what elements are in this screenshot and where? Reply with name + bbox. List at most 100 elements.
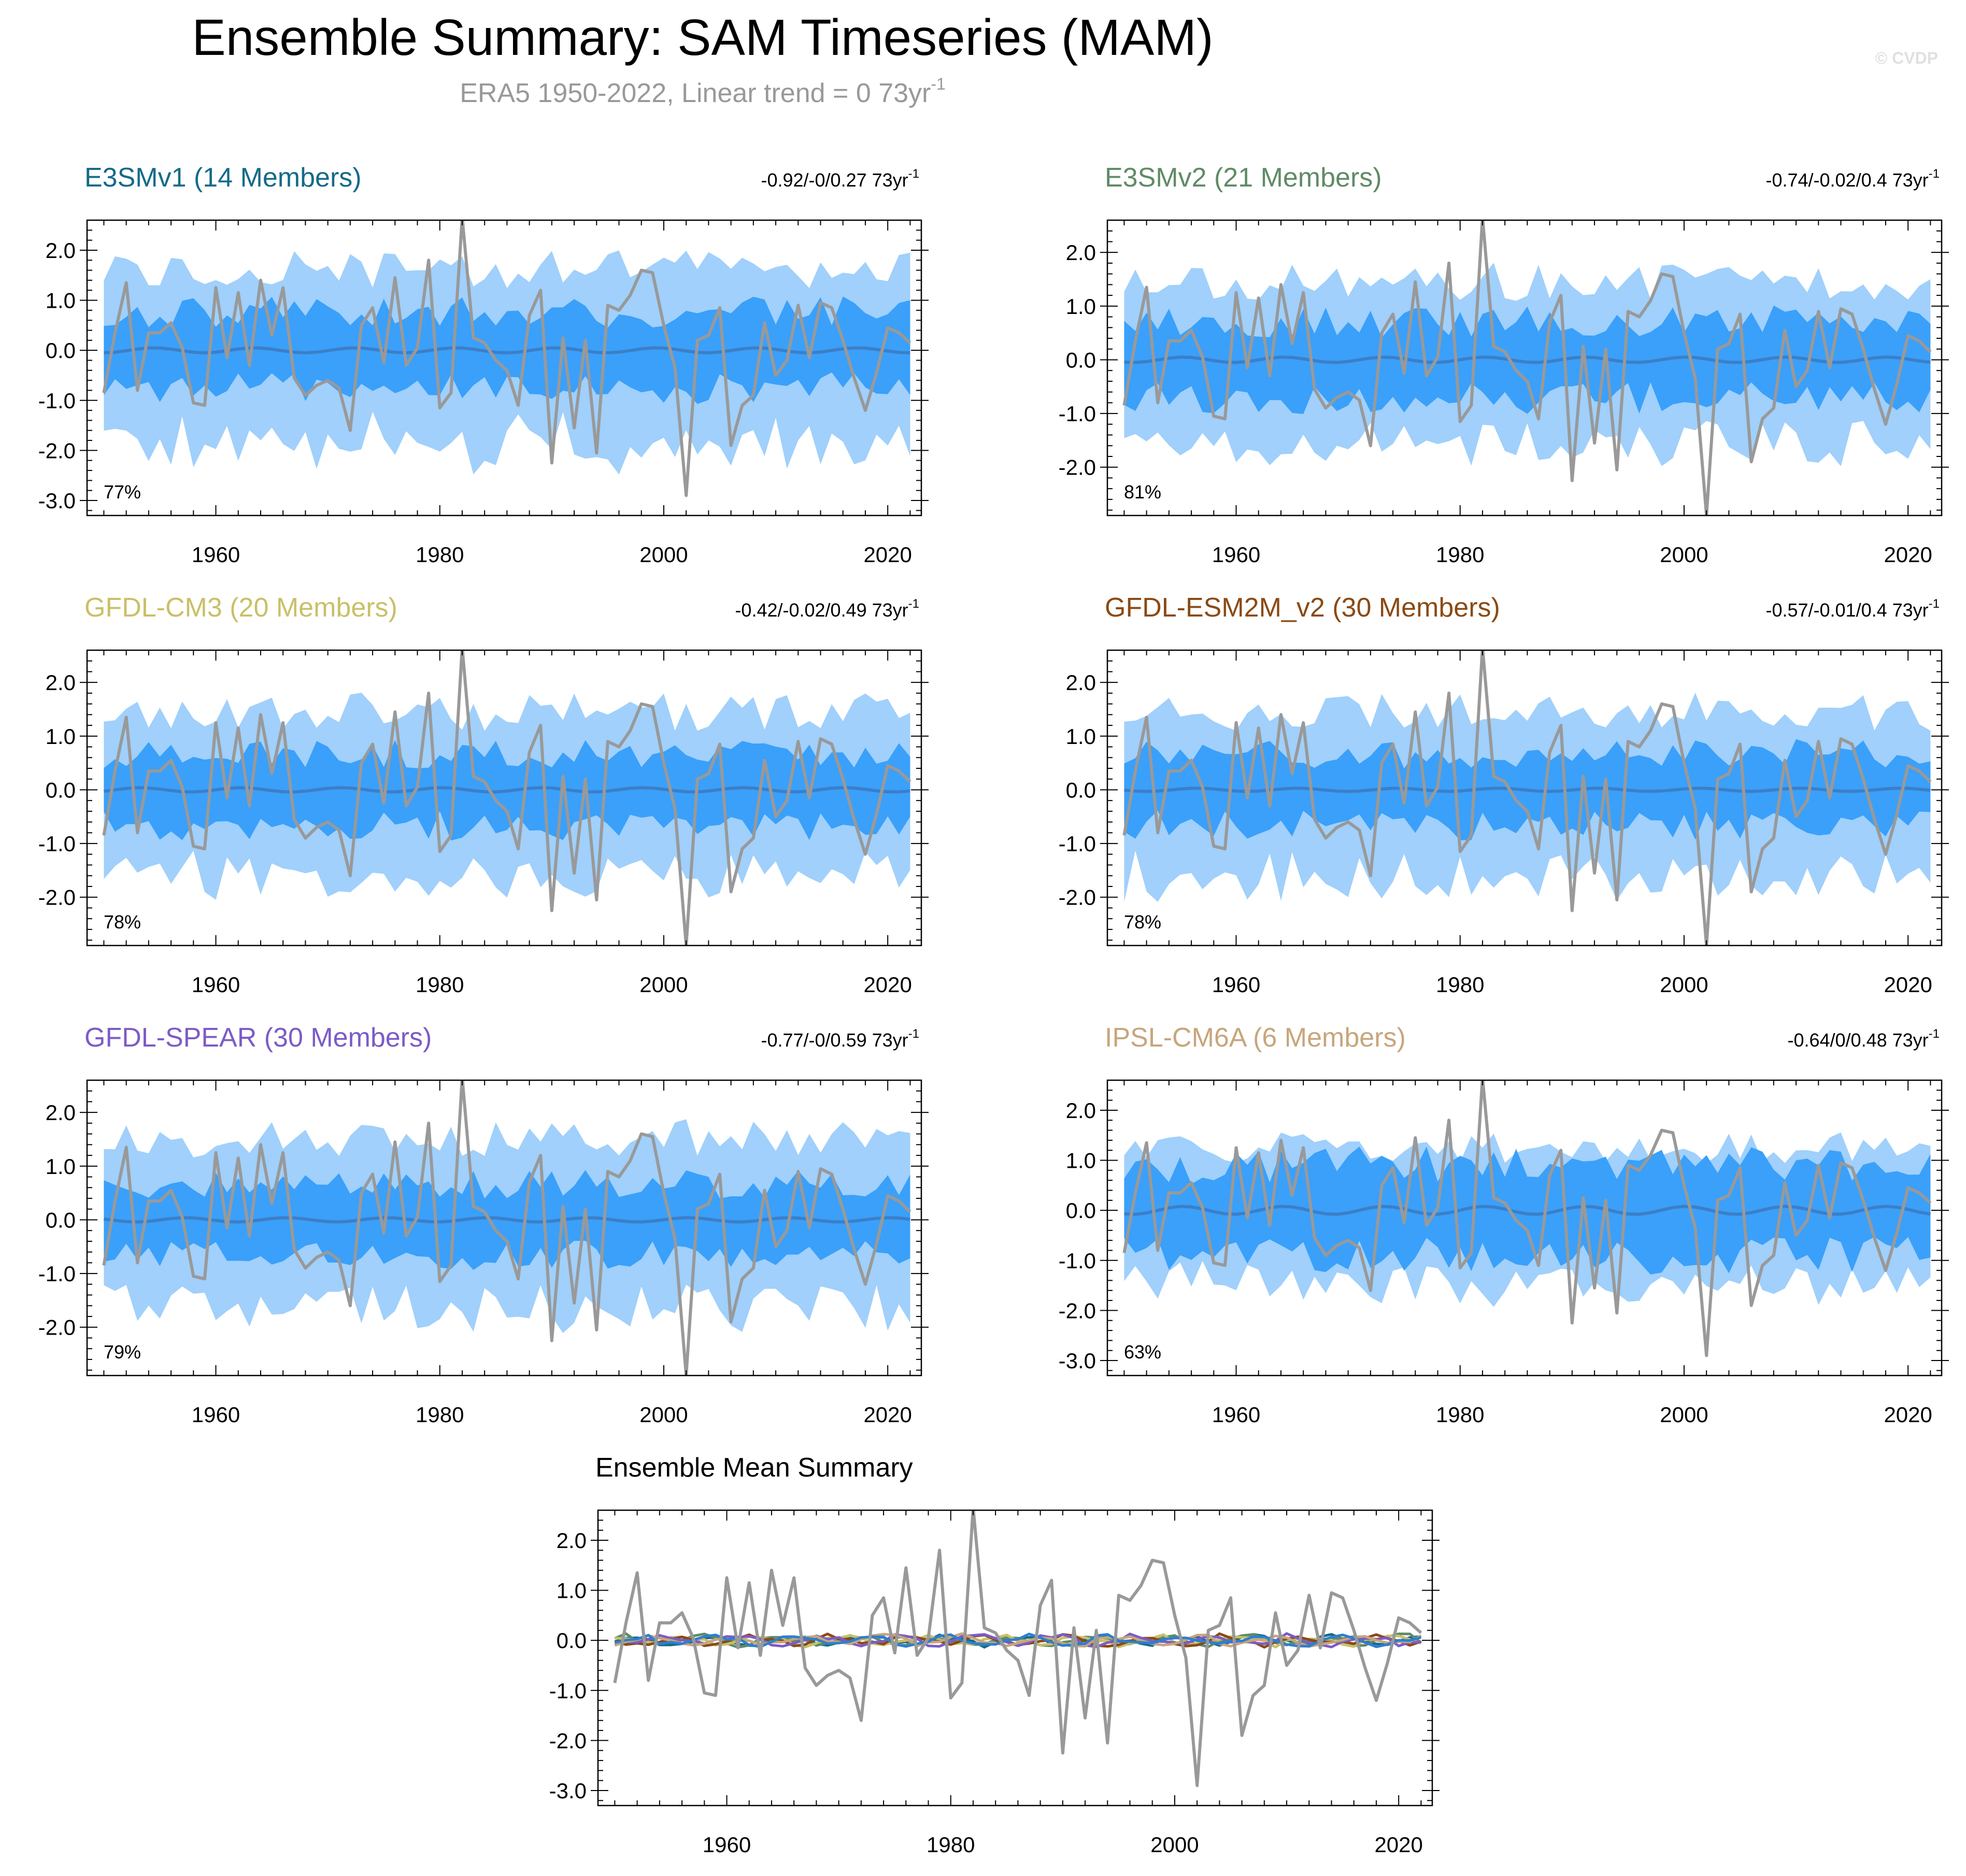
plot-frame bbox=[86, 219, 922, 517]
figure-subtitle-sup: -1 bbox=[931, 75, 945, 93]
cvdp-watermark: © CVDP bbox=[1875, 49, 1938, 67]
plot-area bbox=[1122, 1080, 1932, 1357]
trend-range-main: -0.64/0/0.48 73yr bbox=[1787, 1029, 1928, 1051]
percent-label: 77% bbox=[104, 481, 141, 503]
figure-subtitle: ERA5 1950-2022, Linear trend = 0 73yr-1 bbox=[460, 75, 946, 108]
plot-frame bbox=[1106, 649, 1943, 947]
panel-ipsl-cm6a: IPSL-CM6A (6 Members) -0.64/0/0.48 73yr-1… bbox=[1059, 1023, 1949, 1427]
y-tick-label: -1.0 bbox=[38, 389, 76, 413]
y-tick-label: 0.0 bbox=[46, 338, 76, 363]
x-tick-label: 1960 bbox=[1212, 542, 1260, 567]
plot-area bbox=[102, 220, 911, 497]
y-tick-label: 2.0 bbox=[46, 238, 76, 263]
trend-range-sup: -1 bbox=[908, 597, 919, 611]
plot-area bbox=[102, 1080, 911, 1376]
x-tick-label: 1960 bbox=[192, 542, 240, 567]
x-tick-label: 1980 bbox=[927, 1832, 975, 1857]
y-tick-label: 0.0 bbox=[1066, 348, 1096, 372]
panel-title: E3SMv2 (21 Members) bbox=[1105, 163, 1382, 193]
x-tick-label: 2000 bbox=[639, 542, 688, 567]
x-tick-label: 1960 bbox=[192, 1402, 240, 1427]
x-tick-label: 1980 bbox=[1436, 542, 1484, 567]
trend-range-sup: -1 bbox=[1929, 1027, 1940, 1041]
y-tick-label: -3.0 bbox=[1059, 1349, 1096, 1373]
trend-range-label: -0.42/-0.02/0.49 73yr-1 bbox=[735, 597, 919, 621]
ensemble-mean-line bbox=[1124, 786, 1931, 793]
x-tick-label: 1980 bbox=[416, 542, 464, 567]
y-tick-label: 1.0 bbox=[46, 1154, 76, 1179]
observed-line bbox=[1122, 220, 1932, 515]
plot-area bbox=[1122, 650, 1932, 946]
panel-title: E3SMv1 (14 Members) bbox=[84, 163, 362, 193]
x-tick-label: 2000 bbox=[639, 972, 688, 997]
y-tick-label: -1.0 bbox=[38, 1262, 76, 1286]
y-tick-label: 2.0 bbox=[1066, 1098, 1096, 1123]
trend-range-main: -0.74/-0.02/0.4 73yr bbox=[1765, 169, 1928, 191]
y-tick-label: 0.0 bbox=[1066, 778, 1096, 802]
plot-frame bbox=[1106, 219, 1943, 517]
figure-subtitle-main: ERA5 1950-2022, Linear trend = 0 73yr bbox=[460, 78, 931, 108]
x-tick-label: 1980 bbox=[1436, 972, 1484, 997]
y-tick-label: -3.0 bbox=[549, 1779, 587, 1803]
y-tick-label: 0.0 bbox=[46, 778, 76, 802]
band-inner bbox=[1124, 1147, 1931, 1275]
plot-area bbox=[613, 1510, 1422, 1787]
x-tick-label: 2000 bbox=[639, 1402, 688, 1427]
x-tick-label: 2000 bbox=[1660, 972, 1708, 997]
y-tick-label: 2.0 bbox=[1066, 670, 1096, 695]
percent-label: 63% bbox=[1124, 1341, 1161, 1363]
y-tick-label: -1.0 bbox=[1059, 832, 1096, 856]
panel-e3smv1: E3SMv1 (14 Members) -0.92/-0/0.27 73yr-1 7… bbox=[38, 163, 929, 567]
y-tick-label: 2.0 bbox=[1066, 240, 1096, 265]
trend-range-main: -0.92/-0/0.27 73yr bbox=[761, 169, 908, 191]
ensemble-mean-line bbox=[1124, 1205, 1931, 1216]
plot-frame bbox=[86, 1079, 922, 1377]
x-tick-label: 2020 bbox=[863, 1402, 911, 1427]
panel-title: IPSL-CM6A (6 Members) bbox=[1105, 1023, 1406, 1053]
trend-range-main: -0.42/-0.02/0.49 73yr bbox=[735, 599, 908, 621]
panel-title: GFDL-CM3 (20 Members) bbox=[84, 593, 397, 623]
x-tick-label: 2000 bbox=[1660, 542, 1708, 567]
x-tick-label: 1980 bbox=[1436, 1402, 1484, 1427]
observed-line bbox=[613, 1510, 1422, 1787]
trend-range-sup: -1 bbox=[908, 167, 919, 181]
y-tick-label: 0.0 bbox=[1066, 1198, 1096, 1223]
observed-line bbox=[102, 650, 911, 946]
x-tick-label: 1980 bbox=[416, 972, 464, 997]
y-tick-label: -1.0 bbox=[1059, 402, 1096, 426]
panel-e3smv2: E3SMv2 (21 Members) -0.74/-0.02/0.4 73yr -… bbox=[1059, 163, 1949, 567]
ensemble-mean-line bbox=[104, 786, 910, 794]
y-tick-label: -2.0 bbox=[1059, 885, 1096, 910]
panel-title: GFDL-SPEAR (30 Members) bbox=[84, 1023, 432, 1053]
y-tick-label: 2.0 bbox=[46, 670, 76, 695]
ensemble-mean-series bbox=[614, 1632, 1422, 1648]
trend-range-label: -0.57/-0.01/0.4 73yr-1 bbox=[1765, 597, 1940, 621]
percent-label: 78% bbox=[104, 911, 141, 933]
panel-gfdl-spear: GFDL-SPEAR (30 Members) -0.77/-0/0.59 73y… bbox=[38, 1023, 929, 1427]
ensemble-mean-line bbox=[104, 346, 910, 355]
ensemble-mean-line bbox=[104, 1216, 910, 1224]
y-tick-label: -3.0 bbox=[38, 489, 76, 513]
x-tick-label: 1960 bbox=[192, 972, 240, 997]
percent-label: 78% bbox=[1124, 911, 1161, 933]
ensemble-mean-line bbox=[1124, 355, 1931, 364]
observed-line bbox=[102, 220, 911, 497]
x-tick-label: 1960 bbox=[1212, 972, 1260, 997]
percent-label: 79% bbox=[104, 1341, 141, 1363]
y-tick-label: 1.0 bbox=[1066, 294, 1096, 319]
trend-range-main: -0.57/-0.01/0.4 73yr bbox=[1765, 599, 1928, 621]
band-inner bbox=[1124, 305, 1931, 414]
plot-frame bbox=[597, 1509, 1433, 1807]
y-tick-label: -1.0 bbox=[38, 832, 76, 856]
trend-range-label: -0.92/-0/0.27 73yr-1 bbox=[761, 167, 919, 191]
trend-range-label: -0.77/-0/0.59 73yr-1 bbox=[761, 1027, 919, 1051]
y-tick-label: 1.0 bbox=[1066, 1149, 1096, 1173]
plot-area bbox=[102, 650, 911, 946]
y-tick-label: 1.0 bbox=[46, 724, 76, 749]
y-tick-label: -1.0 bbox=[549, 1679, 587, 1703]
x-tick-label: 2020 bbox=[1884, 542, 1932, 567]
x-tick-label: 2020 bbox=[1884, 1402, 1932, 1427]
observed-line bbox=[102, 1080, 911, 1376]
observed-line bbox=[1122, 650, 1932, 946]
